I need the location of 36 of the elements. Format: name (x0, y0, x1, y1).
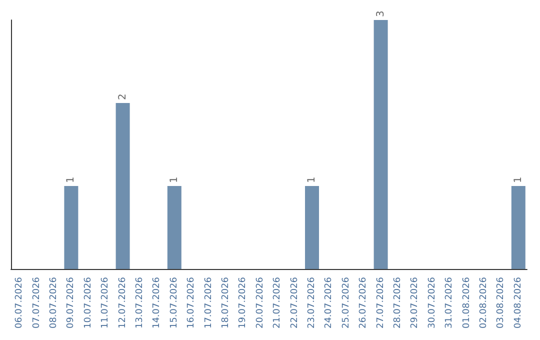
x-tick-label: 02.08.2026 (479, 276, 489, 329)
x-tick-label: 19.07.2026 (238, 276, 248, 329)
x-tick-label: 23.07.2026 (307, 276, 317, 329)
x-tick-label: 08.07.2026 (49, 276, 59, 329)
x-tick-label: 27.07.2026 (376, 276, 386, 329)
x-tick-label: 12.07.2026 (118, 276, 128, 329)
x-tick-label: 25.07.2026 (341, 276, 352, 329)
x-tick-label: 11.07.2026 (100, 276, 111, 329)
data-label: 1 (66, 176, 77, 183)
x-tick-label: 20.07.2026 (255, 276, 266, 329)
x-tick-label: 03.08.2026 (496, 276, 506, 329)
x-tick-label: 18.07.2026 (221, 276, 231, 329)
x-tick-label: 14.07.2026 (152, 276, 162, 329)
x-tick-label: 29.07.2026 (410, 276, 420, 329)
x-tick-label: 30.07.2026 (427, 276, 438, 329)
x-tick-label: 17.07.2026 (204, 276, 214, 329)
data-label: 1 (512, 176, 524, 183)
x-tick-label: 06.07.2026 (14, 276, 25, 329)
x-tick-label: 09.07.2026 (66, 276, 76, 329)
x-tick-label: 22.07.2026 (290, 276, 300, 329)
x-tick-label: 24.07.2026 (324, 276, 334, 329)
x-tick-label: 21.07.2026 (272, 276, 283, 329)
x-tick-label: 04.08.2026 (513, 276, 524, 329)
x-tick-label: 07.07.2026 (32, 276, 42, 329)
data-label: 3 (375, 10, 386, 17)
x-tick-label: 13.07.2026 (135, 276, 145, 329)
x-tick-label: 31.07.2026 (444, 276, 455, 329)
x-tick-label: 28.07.2026 (393, 276, 403, 329)
x-tick-label: 16.07.2026 (186, 276, 197, 329)
x-tick-label: 10.07.2026 (83, 276, 94, 329)
data-label: 1 (168, 176, 180, 183)
x-tick-label: 26.07.2026 (358, 276, 369, 329)
x-tick-label: 01.08.2026 (462, 276, 472, 329)
x-tick-label: 15.07.2026 (169, 276, 180, 329)
data-label: 1 (306, 176, 318, 183)
data-label: 2 (117, 94, 128, 100)
